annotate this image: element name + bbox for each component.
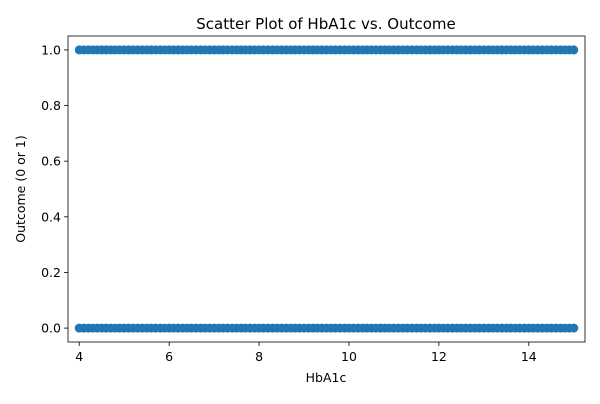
plot-frame [67, 35, 586, 343]
x-axis-ticks: 4 6 8 10 12 14 [75, 342, 537, 364]
x-axis-label: HbA1c [306, 370, 347, 385]
y-tick-label: 0.0 [41, 321, 61, 336]
y-tick-label: 0.2 [41, 265, 61, 280]
x-tick-label: 12 [431, 349, 447, 364]
y-tick-label: 0.4 [41, 209, 61, 224]
y-tick-label: 0.8 [41, 98, 61, 113]
x-tick-label: 8 [255, 349, 263, 364]
chart-title: Scatter Plot of HbA1c vs. Outcome [196, 15, 455, 33]
data-point [569, 45, 579, 55]
x-tick-label: 14 [521, 349, 537, 364]
x-tick-label: 6 [165, 349, 173, 364]
data-points [74, 45, 579, 333]
data-point [569, 323, 579, 333]
y-tick-label: 0.6 [41, 154, 61, 169]
y-tick-label: 1.0 [41, 42, 61, 57]
x-tick-label: 10 [341, 349, 357, 364]
y-axis-ticks: 0.0 0.2 0.4 0.6 0.8 1.0 [41, 42, 68, 336]
y-axis-label: Outcome (0 or 1) [13, 135, 28, 242]
x-tick-label: 4 [75, 349, 83, 364]
